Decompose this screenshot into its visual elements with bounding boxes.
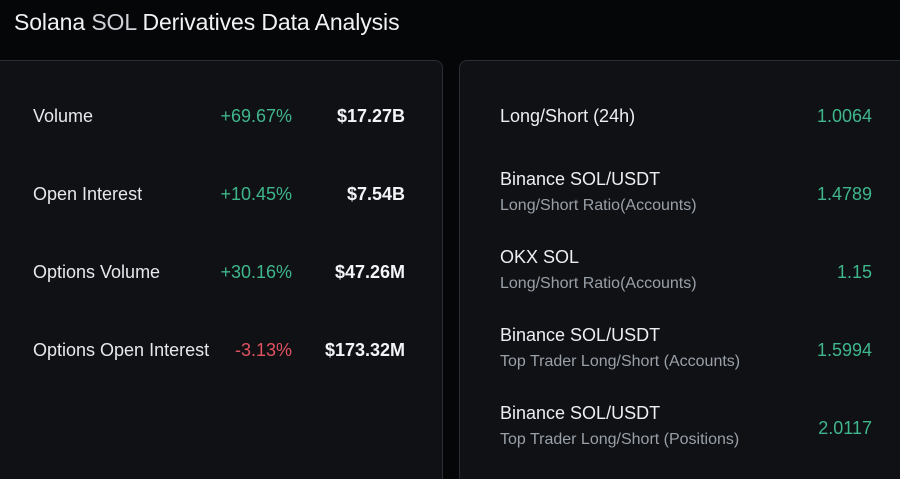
metric-row-options-volume: Options Volume +30.16% $47.26M xyxy=(0,257,444,287)
ratio-sublabel: Top Trader Long/Short (Accounts) xyxy=(500,353,741,370)
metric-row-open-interest: Open Interest +10.45% $7.54B xyxy=(0,179,444,209)
ratio-label: Long/Short (24h) xyxy=(500,106,636,126)
metric-value: $17.27B xyxy=(336,106,405,126)
metric-change: -3.13% xyxy=(234,340,292,360)
metric-value: $173.32M xyxy=(324,340,405,360)
metric-label: Options Volume xyxy=(33,262,161,282)
metric-label: Options Open Interest xyxy=(33,340,210,360)
metric-label: Open Interest xyxy=(33,184,143,204)
ratio-value: 1.5994 xyxy=(816,340,872,360)
title-suffix: Derivatives Data Analysis xyxy=(136,9,400,35)
title-ticker: SOL xyxy=(91,9,137,35)
market-metrics-panel: Volume +69.67% $17.27B Open Interest +10… xyxy=(0,60,443,479)
ratio-sublabel: Top Trader Long/Short (Positions) xyxy=(500,431,740,448)
ratio-value: 2.0117 xyxy=(818,418,872,438)
ratio-label: Binance SOL/USDT xyxy=(500,325,661,345)
long-short-panel: Long/Short (24h) 1.0064 Binance SOL/USDT… xyxy=(459,60,900,479)
title-prefix: Solana xyxy=(14,9,92,35)
metric-value: $47.26M xyxy=(334,262,405,282)
metric-value: $7.54B xyxy=(346,184,405,204)
ratio-label: Binance SOL/USDT xyxy=(500,403,661,423)
ratio-sublabel: Long/Short Ratio(Accounts) xyxy=(500,197,697,214)
metric-change: +69.67% xyxy=(220,106,292,126)
ratio-value: 1.4789 xyxy=(816,184,872,204)
metric-change: +10.45% xyxy=(220,184,292,204)
metric-label: Volume xyxy=(33,106,94,126)
ratio-sublabel: Long/Short Ratio(Accounts) xyxy=(500,275,697,292)
page-title: Solana SOL Derivatives Data Analysis xyxy=(14,6,400,38)
metric-row-volume: Volume +69.67% $17.27B xyxy=(0,101,444,131)
metric-row-options-open-interest: Options Open Interest -3.13% $173.32M xyxy=(0,335,444,365)
ratio-label: Binance SOL/USDT xyxy=(500,169,661,189)
ratio-value: 1.15 xyxy=(836,262,872,282)
metric-change: +30.16% xyxy=(220,262,292,282)
ratio-label: OKX SOL xyxy=(500,247,580,267)
ratio-value: 1.0064 xyxy=(816,106,872,126)
